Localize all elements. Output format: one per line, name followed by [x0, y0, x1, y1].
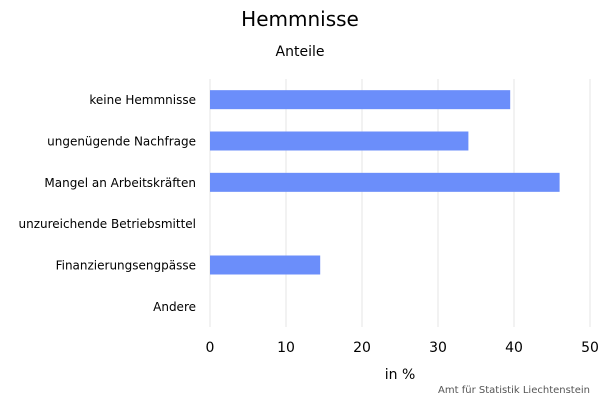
- chart-subtitle: Anteile: [275, 44, 325, 60]
- bar: [210, 90, 511, 110]
- category-label: keine Hemmnisse: [89, 93, 196, 107]
- category-label: ungenügende Nachfrage: [47, 135, 196, 149]
- bar: [210, 172, 560, 192]
- chart-title: Hemmnisse: [241, 7, 359, 31]
- x-tick-label: 10: [277, 340, 295, 356]
- x-tick-label: 50: [581, 340, 599, 356]
- x-tick-label: 0: [206, 340, 215, 356]
- category-label: Andere: [153, 300, 196, 314]
- x-tick-labels: 0 10 20 30 40 50: [206, 340, 599, 356]
- category-label: Mangel an Arbeitskräften: [44, 176, 196, 190]
- source-credit: Amt für Statistik Liechtenstein: [438, 385, 590, 396]
- x-tick-label: 40: [505, 340, 523, 356]
- x-tick-label: 30: [429, 340, 447, 356]
- x-axis-label: in %: [385, 367, 416, 383]
- category-label: Finanzierungsengpässe: [56, 259, 196, 273]
- category-labels: keine Hemmnisse ungenügende Nachfrage Mang…: [19, 93, 197, 314]
- category-label: unzureichende Betriebsmittel: [19, 217, 197, 231]
- gridlines: [209, 79, 591, 327]
- bars: [210, 90, 560, 275]
- bar: [210, 131, 469, 151]
- x-tick-label: 20: [353, 340, 371, 356]
- bar: [210, 255, 321, 275]
